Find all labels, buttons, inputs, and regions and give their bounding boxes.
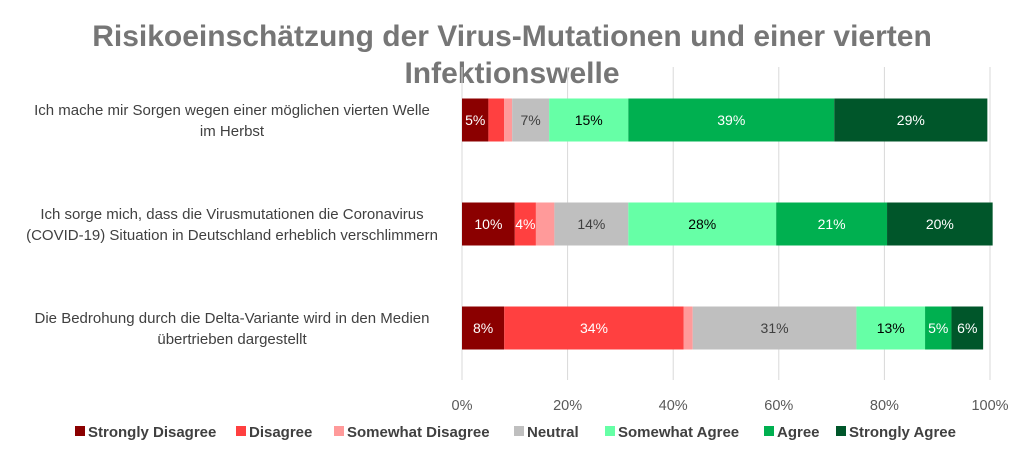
bar-somewhat-disagree — [535, 202, 555, 246]
data-label: 28% — [688, 216, 716, 232]
chart-title-line: Infektionswelle — [404, 57, 619, 90]
bar-disagree — [488, 98, 505, 142]
legend-item-somewhat-agree: Somewhat Agree — [605, 424, 739, 441]
legend-swatch — [75, 426, 85, 436]
legend-label: Agree — [777, 424, 820, 441]
legend-item-neutral: Neutral — [514, 424, 579, 441]
legend-label: Strongly Disagree — [88, 424, 216, 441]
bar-somewhat-agree — [628, 202, 777, 246]
data-label: 4% — [515, 216, 535, 232]
data-label: 14% — [577, 216, 605, 232]
bar-neutral — [512, 98, 550, 142]
bar-strongly-disagree — [462, 306, 505, 350]
legend-label: Somewhat Disagree — [347, 424, 490, 441]
x-tick-label: 0% — [452, 398, 473, 414]
category-label: im Herbst — [200, 123, 265, 140]
legend-label: Disagree — [249, 424, 312, 441]
data-label: 8% — [473, 320, 493, 336]
bar-agree — [776, 202, 888, 246]
bar-disagree — [504, 306, 684, 350]
legend-item-somewhat-disagree: Somewhat Disagree — [334, 424, 490, 441]
data-label: 34% — [580, 320, 608, 336]
x-tick-label: 60% — [764, 398, 793, 414]
data-label: 5% — [928, 320, 948, 336]
category-labels: Ich mache mir Sorgen wegen einer möglich… — [26, 102, 438, 348]
legend-item-agree: Agree — [764, 424, 820, 441]
data-label: 13% — [877, 320, 905, 336]
data-label: 15% — [575, 112, 603, 128]
legend-label: Strongly Agree — [849, 424, 956, 441]
legend-swatch — [334, 426, 344, 436]
bar-neutral — [554, 202, 629, 246]
category-label: Ich sorge mich, dass die Virusmutationen… — [40, 206, 423, 223]
legend-swatch — [236, 426, 246, 436]
bar-agree — [925, 306, 952, 350]
bar-strongly-disagree — [462, 98, 489, 142]
category-label: Ich mache mir Sorgen wegen einer möglich… — [34, 102, 430, 119]
data-label: 10% — [474, 216, 502, 232]
category-label: übertrieben dargestellt — [157, 331, 307, 348]
legend-label: Neutral — [527, 424, 579, 441]
data-label: 21% — [818, 216, 846, 232]
bar-strongly-agree — [887, 202, 993, 246]
data-labels: 5% 7% 15% 39% 29% 10% 4% 14% 28% 21% 20% 8% 34% 31% 13… — [465, 112, 977, 336]
bars — [462, 98, 993, 350]
bar-somewhat-agree — [856, 306, 926, 350]
x-tick-label: 20% — [553, 398, 582, 414]
data-label: 5% — [465, 112, 485, 128]
chart-title-line: Risikoeinschätzung der Virus-Mutationen … — [92, 20, 932, 53]
legend: Strongly Disagree Disagree Somewhat Disagr… — [75, 424, 956, 441]
data-label: 29% — [897, 112, 925, 128]
bar-somewhat-agree — [549, 98, 629, 142]
bar-neutral — [692, 306, 857, 350]
legend-item-strongly-disagree: Strongly Disagree — [75, 424, 216, 441]
data-label: 31% — [761, 320, 789, 336]
bar-strongly-agree — [834, 98, 988, 142]
x-axis-ticks: 0% 20% 40% 60% 80% 100% — [452, 398, 1009, 414]
x-tick-label: 40% — [659, 398, 688, 414]
bar-strongly-disagree — [462, 202, 515, 246]
bar-strongly-agree — [951, 306, 984, 350]
category-label: (COVID-19) Situation in Deutschland erhe… — [26, 227, 438, 244]
bar-disagree — [514, 202, 536, 246]
data-label: 6% — [957, 320, 977, 336]
legend-swatch — [514, 426, 524, 436]
data-label: 39% — [717, 112, 745, 128]
chart-title: Risikoeinschätzung der Virus-Mutationen … — [92, 20, 932, 90]
bar-agree — [628, 98, 835, 142]
category-label: Die Bedrohung durch die Delta-Variante w… — [35, 310, 430, 327]
legend-swatch — [764, 426, 774, 436]
legend-swatch — [605, 426, 615, 436]
x-tick-label: 100% — [971, 398, 1008, 414]
bar-somewhat-disagree — [683, 306, 693, 350]
data-label: 7% — [521, 112, 541, 128]
legend-item-disagree: Disagree — [236, 424, 312, 441]
bar-somewhat-disagree — [504, 98, 513, 142]
legend-label: Somewhat Agree — [618, 424, 739, 441]
x-tick-label: 80% — [870, 398, 899, 414]
legend-swatch — [836, 426, 846, 436]
data-label: 20% — [926, 216, 954, 232]
legend-item-strongly-agree: Strongly Agree — [836, 424, 956, 441]
